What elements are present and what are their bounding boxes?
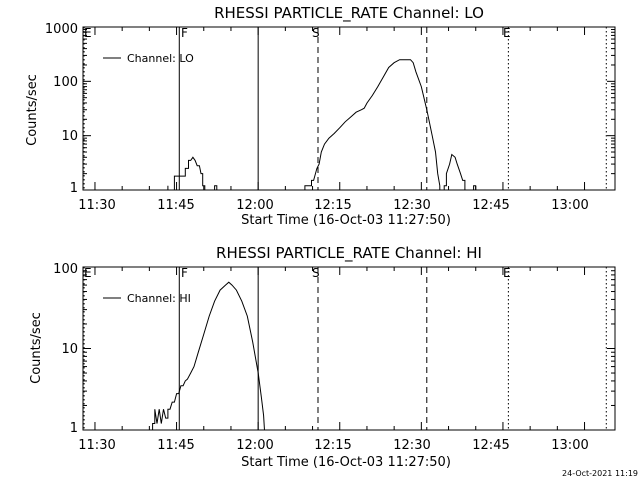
- hi-marker-label-e-right: E: [503, 266, 511, 280]
- hi-ytick-label-100: 100: [53, 262, 78, 277]
- hi-x-axis-label: Start Time (16-Oct-03 11:27:50): [241, 455, 451, 470]
- lo-marker-label-s: S: [312, 26, 320, 40]
- hi-series-line-0: [152, 281, 265, 430]
- hi-xtick-label-1130: 11:30: [78, 438, 115, 453]
- hi-xtick-label-1230: 12:30: [393, 438, 430, 453]
- hi-xtick-label-1300: 13:00: [551, 438, 588, 453]
- footer-timestamp: 24-Oct-2021 11:19: [562, 469, 638, 478]
- lo-ytick-label-10: 10: [61, 129, 78, 144]
- lo-xtick-label-1215: 12:15: [314, 198, 351, 213]
- hi-xtick-label-1245: 12:45: [472, 438, 509, 453]
- lo-y-axis-label: Counts/sec: [25, 74, 40, 146]
- lo-series-line-0: [167, 59, 477, 190]
- lo-xtick-label-1245: 12:45: [472, 198, 509, 213]
- hi-marker-label-f: F: [181, 266, 188, 280]
- hi-xtick-label-1215: 12:15: [314, 438, 351, 453]
- lo-xtick-label-1145: 11:45: [157, 198, 194, 213]
- lo-chart-title: RHESSI PARTICLE_RATE Channel: LO: [214, 4, 484, 23]
- hi-legend-label: Channel: HI: [127, 292, 191, 305]
- lo-plot-frame: [82, 26, 616, 191]
- hi-ytick-label-10: 10: [61, 342, 78, 357]
- lo-marker-label-e-right: E: [503, 26, 511, 40]
- hi-chart-title: RHESSI PARTICLE_RATE Channel: HI: [216, 244, 482, 263]
- hi-marker-label-s: S: [312, 266, 320, 280]
- lo-legend-label: Channel: LO: [127, 52, 194, 65]
- lo-marker-label-f: F: [181, 26, 188, 40]
- lo-xtick-label-1130: 11:30: [78, 198, 115, 213]
- lo-xtick-label-1230: 12:30: [393, 198, 430, 213]
- lo-ytick-label-1000: 1000: [45, 22, 78, 37]
- lo-xtick-label-1300: 13:00: [551, 198, 588, 213]
- hi-marker-label-e-left: E: [84, 266, 92, 280]
- hi-channel-panel: RHESSI PARTICLE_RATE Channel: HI Counts/…: [29, 244, 616, 470]
- hi-xtick-label-1200: 12:00: [236, 438, 273, 453]
- hi-ytick-label-1: 1: [70, 421, 78, 436]
- lo-x-axis-label: Start Time (16-Oct-03 11:27:50): [241, 213, 451, 228]
- lo-xtick-label-1200: 12:00: [236, 198, 273, 213]
- lo-ytick-label-1: 1: [70, 181, 78, 196]
- lo-channel-panel: RHESSI PARTICLE_RATE Channel: LO Counts/…: [25, 4, 616, 228]
- lo-marker-label-e-left: E: [84, 26, 92, 40]
- hi-y-axis-label: Counts/sec: [29, 312, 44, 384]
- hi-xtick-label-1145: 11:45: [157, 438, 194, 453]
- lo-ytick-label-100: 100: [53, 75, 78, 90]
